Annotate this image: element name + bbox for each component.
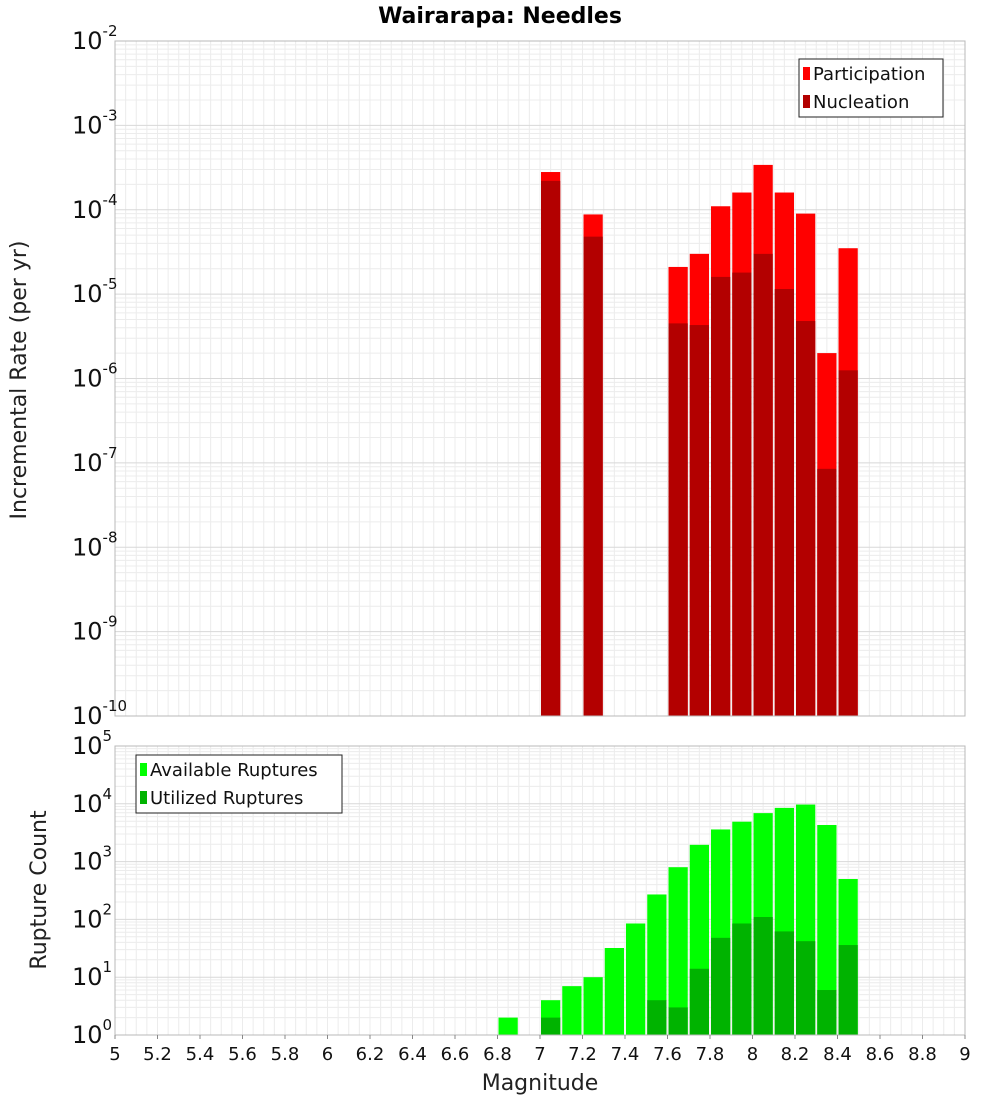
x-tick-label: 8.2 (781, 1044, 810, 1065)
bar (753, 253, 773, 716)
bar (668, 323, 688, 716)
x-tick-label: 6.2 (356, 1044, 385, 1065)
y-tick-label: 102 (72, 900, 112, 933)
bar (732, 272, 752, 716)
chart-title: Wairarapa: Needles (378, 4, 622, 29)
y-tick-label: 10-7 (72, 444, 118, 477)
y-tick-label: 101 (72, 958, 112, 991)
x-tick-label: 8.4 (823, 1044, 852, 1065)
x-tick-label: 7.4 (611, 1044, 640, 1065)
x-tick-label: 5.8 (271, 1044, 300, 1065)
bar (838, 945, 858, 1035)
x-tick-label: 5 (109, 1044, 120, 1065)
legend-swatch (803, 67, 810, 80)
y-tick-label: 10-3 (72, 106, 118, 139)
bar (647, 1000, 667, 1035)
bar (689, 325, 709, 716)
bar (711, 276, 731, 716)
bar (647, 894, 667, 1035)
x-tick-label: 7.6 (653, 1044, 682, 1065)
bar (604, 948, 624, 1035)
rate-y-axis-label: Incremental Rate (per yr) (7, 241, 32, 520)
series-nucleation (541, 180, 858, 716)
y-tick-label: 10-4 (72, 191, 118, 224)
x-tick-label: 6.8 (483, 1044, 512, 1065)
bar (774, 289, 794, 716)
bar (817, 468, 837, 716)
x-tick-label: 7 (534, 1044, 545, 1065)
bar (753, 917, 773, 1035)
magnitude-x-axis-label: Magnitude (482, 1071, 599, 1096)
bar (817, 990, 837, 1035)
x-tick-label: 7.8 (696, 1044, 725, 1065)
legend-swatch (140, 791, 147, 804)
count-panel: 100 101 102 103 104 105 5 5.2 5.4 5.6 5.8 6 6.2 6.4 6.… (72, 727, 971, 1065)
y-tick-label: 105 (72, 727, 112, 760)
legend-label: Utilized Ruptures (150, 788, 303, 809)
y-tick-label: 10-2 (72, 22, 118, 55)
bar (583, 236, 603, 716)
x-tick-label: 5.6 (228, 1044, 257, 1065)
rate-panel: 10-10 10-9 10-8 10-7 10-6 10-5 10-4 10-3 10-2 Par… (72, 22, 966, 730)
bar (732, 923, 752, 1035)
x-tick-label: 6.4 (398, 1044, 427, 1065)
bar (562, 986, 582, 1035)
bar (817, 824, 837, 1035)
legend-label: Participation (813, 64, 925, 85)
y-tick-label: 10-10 (72, 697, 127, 730)
bar (774, 931, 794, 1035)
bar (626, 923, 646, 1035)
y-tick-label: 100 (72, 1016, 112, 1049)
y-tick-label: 10-6 (72, 360, 118, 393)
y-tick-label: 103 (72, 843, 112, 876)
x-tick-label: 5.2 (143, 1044, 172, 1065)
bar (796, 321, 816, 716)
x-tick-label: 8.8 (908, 1044, 937, 1065)
grid (114, 41, 966, 717)
bar (498, 1017, 518, 1035)
bar (541, 180, 561, 716)
legend-swatch (140, 763, 147, 776)
bar (668, 867, 688, 1035)
legend-box (798, 58, 944, 118)
bar (583, 977, 603, 1035)
plot-frame (114, 40, 966, 717)
y-tick-label: 10-8 (72, 528, 118, 561)
bar (796, 941, 816, 1035)
x-tick-label: 6.6 (441, 1044, 470, 1065)
y-tick-label: 104 (72, 785, 112, 818)
bar (541, 1017, 561, 1035)
x-tick-label: 7.2 (568, 1044, 597, 1065)
series-utilized-ruptures (541, 917, 858, 1035)
y-tick-label: 10-5 (72, 275, 118, 308)
y-tick-label: 10-9 (72, 613, 118, 646)
legend: Participation Nucleation (798, 58, 944, 118)
bar (838, 370, 858, 716)
bar (668, 1007, 688, 1035)
legend-swatch (803, 95, 810, 108)
x-tick-label: 8 (747, 1044, 758, 1065)
x-tick-label: 6 (322, 1044, 333, 1065)
legend: Available Ruptures Utilized Ruptures (135, 754, 343, 814)
legend-box (135, 754, 343, 814)
legend-label: Available Ruptures (150, 760, 318, 781)
x-tick-label: 5.4 (186, 1044, 215, 1065)
x-tick-label: 8.6 (866, 1044, 895, 1065)
bar (711, 937, 731, 1035)
bar (689, 968, 709, 1035)
x-tick-label: 9 (959, 1044, 970, 1065)
count-y-axis-label: Rupture Count (27, 810, 52, 970)
legend-label: Nucleation (813, 92, 909, 113)
